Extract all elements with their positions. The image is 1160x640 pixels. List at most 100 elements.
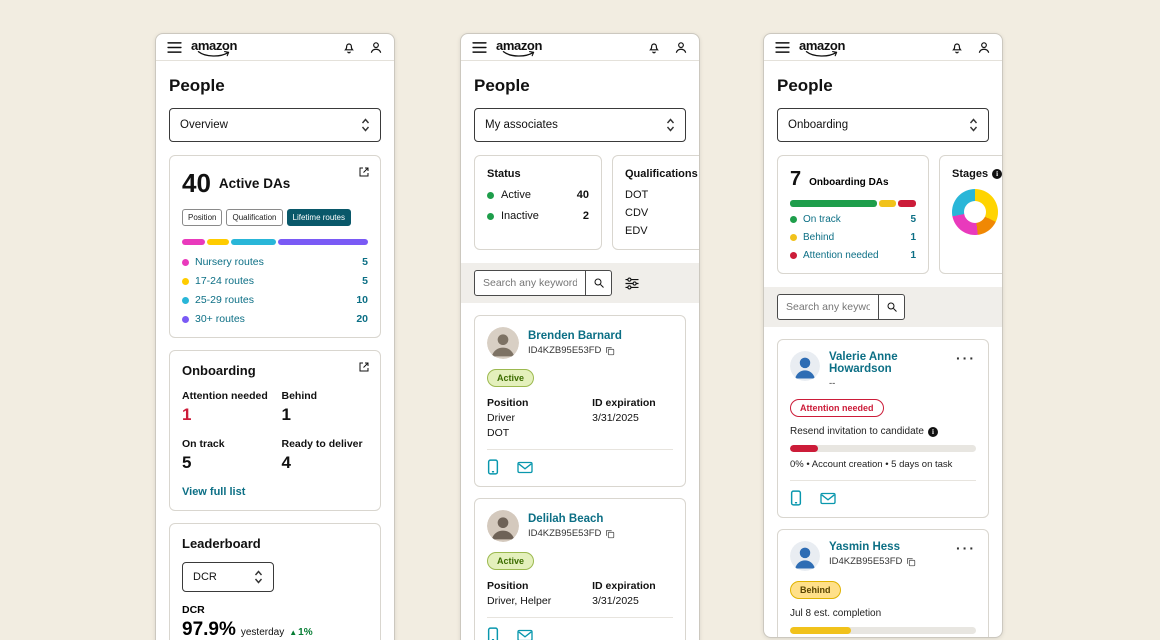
- active-das-card: 40 Active DAs Position Qualification Lif…: [169, 155, 381, 338]
- associate-card[interactable]: Brenden Barnard ID4KZB95E53FD Active Pos…: [474, 315, 686, 487]
- divider: [790, 480, 976, 481]
- info-icon[interactable]: i: [927, 426, 938, 437]
- app-header: amazon: [461, 34, 699, 61]
- search-button[interactable]: [585, 271, 611, 295]
- phone-onboarding-screen: amazon People Onboarding: [763, 33, 1003, 638]
- more-options-icon[interactable]: ···: [956, 540, 976, 556]
- legend-value: 5: [362, 256, 368, 268]
- hamburger-menu-icon[interactable]: [775, 41, 790, 53]
- avatar: [790, 351, 820, 381]
- amazon-logo: amazon: [496, 39, 542, 58]
- card-title: Onboarding: [182, 363, 256, 378]
- email-icon[interactable]: [517, 629, 533, 640]
- stages-card: Stages i: [939, 155, 1002, 274]
- onboarding-person-card[interactable]: Valerie Anne Howardson -- ··· Attention …: [777, 339, 989, 518]
- tab-qualification[interactable]: Qualification: [226, 209, 283, 226]
- metric-delta: ▲ 1%: [289, 627, 313, 638]
- card-title: Leaderboard: [182, 536, 261, 551]
- search-input[interactable]: [475, 277, 585, 289]
- search-icon: [887, 302, 897, 312]
- onboarding-person-card[interactable]: Yasmin Hess ID4KZB95E53FD ··· Behind Jul…: [777, 529, 989, 637]
- field-label: ID expiration: [592, 580, 656, 592]
- stat-on-track: On track 5: [182, 438, 225, 472]
- email-icon[interactable]: [820, 492, 836, 505]
- search-box: [777, 294, 905, 320]
- legend-dot: [182, 315, 189, 323]
- bar-segment: [206, 239, 229, 245]
- associate-name[interactable]: Delilah Beach: [528, 513, 604, 525]
- person-name[interactable]: Yasmin Hess: [829, 541, 900, 553]
- tab-position[interactable]: Position: [182, 209, 223, 226]
- amazon-logo-text: amazon: [799, 37, 846, 53]
- legend-label: Behind: [803, 232, 835, 243]
- legend-item: 17-24 routes 5: [182, 275, 368, 287]
- qualification-item: CDV: [625, 207, 649, 219]
- mobile-device-icon[interactable]: [487, 459, 499, 475]
- search-box: [474, 270, 612, 296]
- metric-period: yesterday: [240, 627, 285, 638]
- notifications-bell-icon[interactable]: [950, 40, 964, 55]
- person-id: --: [829, 378, 836, 389]
- legend-dot: [182, 258, 189, 266]
- account-person-icon[interactable]: [674, 40, 688, 55]
- hamburger-menu-icon[interactable]: [472, 41, 487, 53]
- active-das-tabs: Position Qualification Lifetime routes: [182, 209, 368, 226]
- search-button[interactable]: [878, 295, 904, 319]
- account-person-icon[interactable]: [977, 40, 991, 55]
- copy-icon[interactable]: [605, 529, 615, 539]
- qualifications-card: Qualifications DOT CDV EDV: [612, 155, 699, 250]
- avatar: [790, 541, 820, 571]
- legend-value: 20: [356, 313, 368, 325]
- associates-list: Brenden Barnard ID4KZB95E53FD Active Pos…: [461, 303, 699, 640]
- legend-value: 1: [910, 232, 916, 243]
- external-link-icon[interactable]: [358, 361, 370, 373]
- notifications-bell-icon[interactable]: [342, 40, 356, 55]
- legend-label: 25-29 routes: [195, 294, 254, 306]
- phone-overview-screen: amazon People Overview: [155, 33, 395, 640]
- tab-lifetime-routes[interactable]: Lifetime routes: [286, 209, 351, 226]
- hamburger-menu-icon[interactable]: [167, 41, 182, 53]
- summary-cards-row: 7 Onboarding DAs On track 5: [777, 155, 1002, 274]
- status-badge: Active: [487, 369, 535, 387]
- account-person-icon[interactable]: [369, 40, 383, 55]
- onboarding-das-count: 7: [790, 168, 802, 190]
- legend-label: On track: [803, 214, 841, 225]
- associate-id: ID4KZB95E53FD: [528, 345, 602, 356]
- amazon-logo-text: amazon: [496, 37, 543, 53]
- mobile-device-icon[interactable]: [487, 627, 499, 640]
- info-icon[interactable]: i: [992, 169, 1002, 179]
- legend-item: 30+ routes 20: [182, 313, 368, 325]
- search-input[interactable]: [778, 301, 878, 313]
- status-card: Status Active 40 Inactive 2: [474, 155, 602, 250]
- metric-dropdown[interactable]: DCR: [182, 562, 274, 592]
- view-dropdown[interactable]: Onboarding: [777, 108, 989, 142]
- copy-icon[interactable]: [605, 346, 615, 356]
- task-progress-fill: [790, 627, 852, 634]
- stat-attention-needed: Attention needed 1: [182, 390, 268, 424]
- mobile-device-icon[interactable]: [790, 490, 802, 506]
- filter-sliders-icon[interactable]: [624, 276, 640, 290]
- status-row-active: Active 40: [487, 189, 589, 201]
- onboarding-das-label: Onboarding DAs: [809, 176, 889, 188]
- external-link-icon[interactable]: [358, 166, 370, 178]
- onboarding-stats-grid: Attention needed 1 Behind 1 On track 5 R…: [182, 390, 368, 473]
- card-title: Stages: [952, 168, 989, 180]
- bar-segment: [790, 200, 877, 207]
- copy-icon[interactable]: [906, 557, 916, 567]
- legend-dot: [790, 216, 797, 223]
- notifications-bell-icon[interactable]: [647, 40, 661, 55]
- legend-value: 1: [910, 250, 916, 261]
- task-progress-track: [790, 627, 976, 634]
- stages-donut-chart: [952, 189, 998, 235]
- email-icon[interactable]: [517, 461, 533, 474]
- legend-dot: [182, 277, 189, 285]
- view-full-list-link[interactable]: View full list: [182, 486, 246, 498]
- amazon-smile-icon: [805, 50, 838, 57]
- person-name[interactable]: Valerie Anne Howardson: [829, 351, 898, 375]
- view-dropdown[interactable]: My associates: [474, 108, 686, 142]
- associate-card[interactable]: Delilah Beach ID4KZB95E53FD Active Posit…: [474, 498, 686, 640]
- view-dropdown[interactable]: Overview: [169, 108, 381, 142]
- more-options-icon[interactable]: ···: [956, 350, 976, 366]
- associate-name[interactable]: Brenden Barnard: [528, 330, 622, 342]
